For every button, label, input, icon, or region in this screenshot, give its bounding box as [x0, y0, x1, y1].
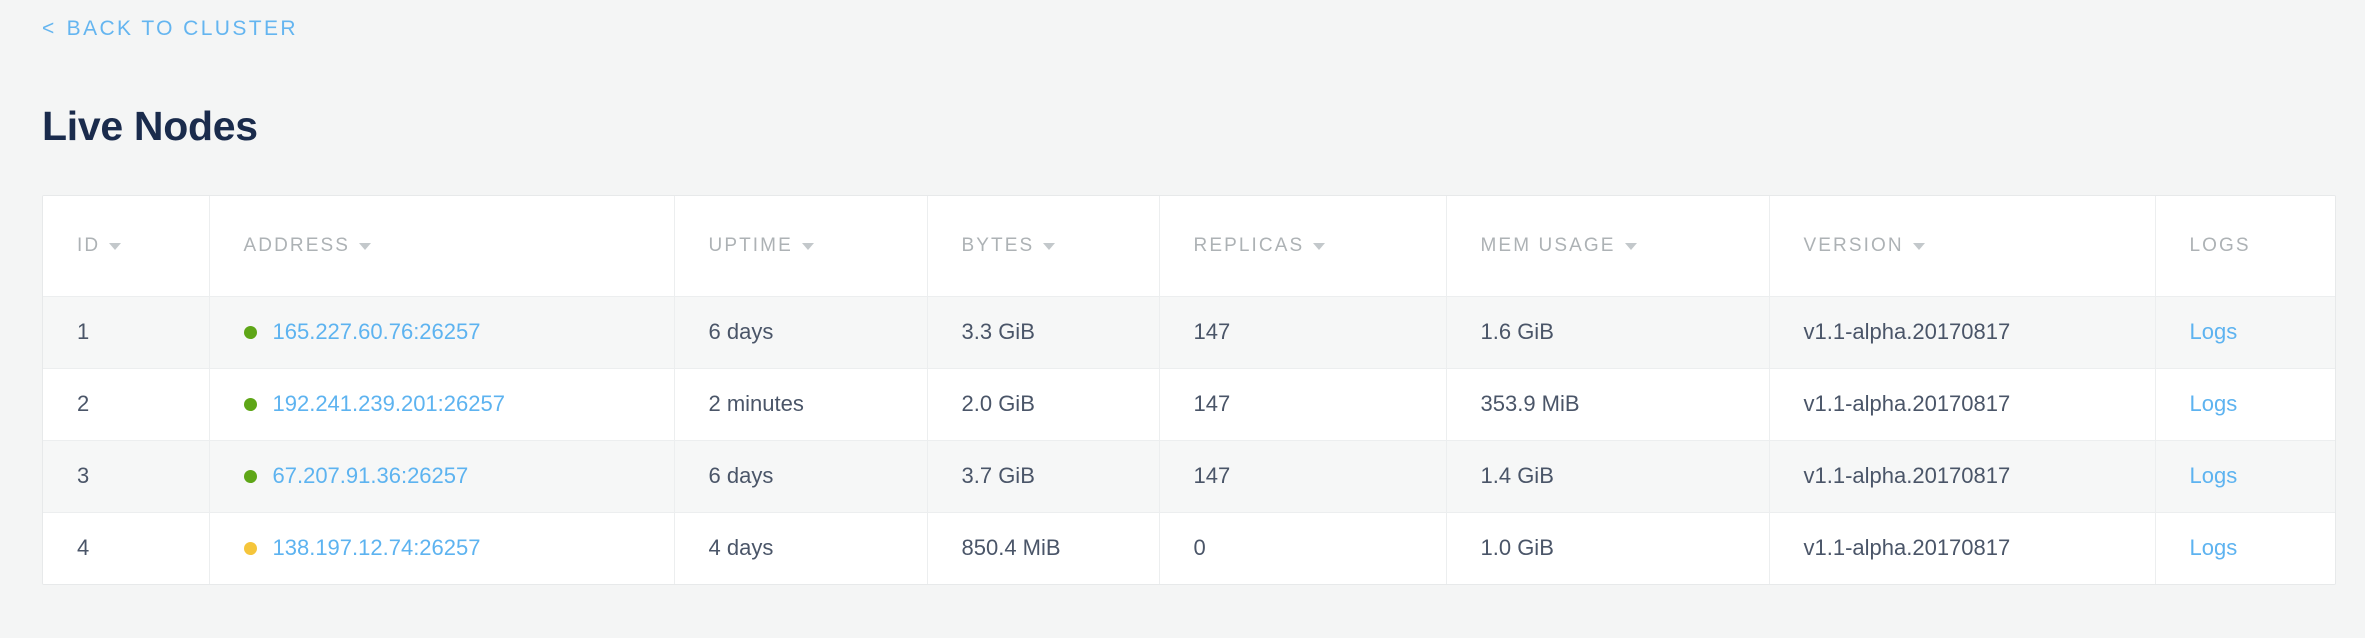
cell-mem-usage: 353.9 MiB: [1446, 368, 1770, 441]
cell-uptime: 6 days: [674, 440, 928, 513]
cell-uptime: 4 days: [674, 512, 928, 584]
logs-link[interactable]: Logs: [2189, 319, 2238, 344]
cell-id: 3: [43, 440, 210, 513]
page-title: Live Nodes: [42, 103, 258, 149]
cell-logs: Logs: [2155, 512, 2335, 584]
sort-descending-icon[interactable]: [1912, 243, 1925, 251]
table-row: 2 192.241.239.201:26257 2 minutes 2.0 Gi…: [43, 368, 2335, 441]
cell-version: v1.1-alpha.20170817: [1769, 440, 2156, 513]
sort-descending-icon[interactable]: [1313, 243, 1326, 251]
cell-mem-usage: 1.6 GiB: [1446, 296, 1770, 369]
table-header-row: ID ADDRESS UPTIME: [43, 196, 2335, 297]
sort-descending-icon[interactable]: [1043, 243, 1056, 251]
cell-logs: Logs: [2155, 440, 2335, 513]
back-to-cluster-label: BACK TO CLUSTER: [66, 17, 298, 40]
table-header: ID ADDRESS UPTIME: [43, 196, 2335, 297]
cell-bytes: 850.4 MiB: [927, 512, 1160, 584]
node-address-link[interactable]: 165.227.60.76:26257: [272, 319, 481, 344]
column-header-id-label: ID: [77, 234, 101, 256]
column-header-uptime-label: UPTIME: [708, 234, 793, 256]
column-header-bytes[interactable]: BYTES: [927, 196, 1160, 297]
node-address-link[interactable]: 138.197.12.74:26257: [272, 535, 481, 561]
table-body: 1 165.227.60.76:26257 6 days 3.3 GiB 147…: [43, 296, 2335, 584]
column-header-logs-label: LOGS: [2189, 234, 2251, 256]
column-header-mem-usage[interactable]: MEM USAGE: [1446, 196, 1770, 297]
cell-address: 67.207.91.36:26257: [209, 440, 675, 513]
live-nodes-table-container: ID ADDRESS UPTIME: [42, 195, 2336, 585]
status-dot-icon: [243, 469, 257, 483]
column-header-version-label: VERSION: [1803, 234, 1904, 256]
column-header-version[interactable]: VERSION: [1769, 196, 2156, 297]
cell-address: 165.227.60.76:26257: [209, 296, 675, 369]
cell-bytes: 2.0 GiB: [927, 368, 1160, 441]
status-dot-icon: [243, 397, 257, 411]
cell-mem-usage: 1.0 GiB: [1446, 512, 1770, 584]
column-header-uptime[interactable]: UPTIME: [674, 196, 928, 297]
sort-descending-icon[interactable]: [1624, 243, 1637, 251]
cell-version: v1.1-alpha.20170817: [1769, 512, 2156, 584]
cell-version: v1.1-alpha.20170817: [1769, 368, 2156, 441]
status-dot-icon: [243, 325, 257, 339]
column-header-address-label: ADDRESS: [243, 234, 351, 256]
column-header-id[interactable]: ID: [43, 196, 210, 297]
table-row: 3 67.207.91.36:26257 6 days 3.7 GiB 147 …: [43, 440, 2335, 513]
column-header-replicas-label: REPLICAS: [1193, 234, 1305, 256]
cell-logs: Logs: [2155, 296, 2335, 369]
logs-link[interactable]: Logs: [2189, 391, 2238, 416]
status-dot-icon: [243, 541, 257, 555]
column-header-address[interactable]: ADDRESS: [209, 196, 675, 297]
cell-logs: Logs: [2155, 368, 2335, 441]
column-header-bytes-label: BYTES: [961, 234, 1035, 256]
node-address-link[interactable]: 192.241.239.201:26257: [272, 391, 505, 416]
cell-id: 2: [43, 368, 210, 441]
cell-replicas: 147: [1159, 296, 1447, 369]
node-address-link[interactable]: 67.207.91.36:26257: [272, 463, 469, 488]
logs-link[interactable]: Logs: [2189, 463, 2238, 488]
cell-uptime: 2 minutes: [674, 368, 928, 441]
sort-descending-icon[interactable]: [359, 243, 372, 251]
logs-link[interactable]: Logs: [2189, 535, 2238, 561]
table-row: 4 138.197.12.74:26257 4 days 850.4 MiB 0…: [43, 512, 2335, 584]
chevron-left-icon: <: [42, 17, 57, 40]
cell-address: 192.241.239.201:26257: [209, 368, 675, 441]
column-header-mem-usage-label: MEM USAGE: [1480, 234, 1616, 256]
cell-replicas: 147: [1159, 440, 1447, 513]
table-row: 1 165.227.60.76:26257 6 days 3.3 GiB 147…: [43, 296, 2335, 369]
cell-replicas: 0: [1159, 512, 1447, 584]
cell-bytes: 3.3 GiB: [927, 296, 1160, 369]
sort-descending-icon[interactable]: [109, 243, 122, 251]
cell-uptime: 6 days: [674, 296, 928, 369]
cell-id: 1: [43, 296, 210, 369]
column-header-replicas[interactable]: REPLICAS: [1159, 196, 1447, 297]
column-header-logs: LOGS: [2155, 196, 2335, 297]
cell-version: v1.1-alpha.20170817: [1769, 296, 2156, 369]
cell-address: 138.197.12.74:26257: [209, 512, 675, 584]
cell-mem-usage: 1.4 GiB: [1446, 440, 1770, 513]
back-to-cluster-link[interactable]: < BACK TO CLUSTER: [42, 18, 298, 39]
cell-replicas: 147: [1159, 368, 1447, 441]
live-nodes-table: ID ADDRESS UPTIME: [43, 196, 2335, 584]
cell-id: 4: [43, 512, 210, 584]
cell-bytes: 3.7 GiB: [927, 440, 1160, 513]
sort-descending-icon[interactable]: [801, 243, 814, 251]
